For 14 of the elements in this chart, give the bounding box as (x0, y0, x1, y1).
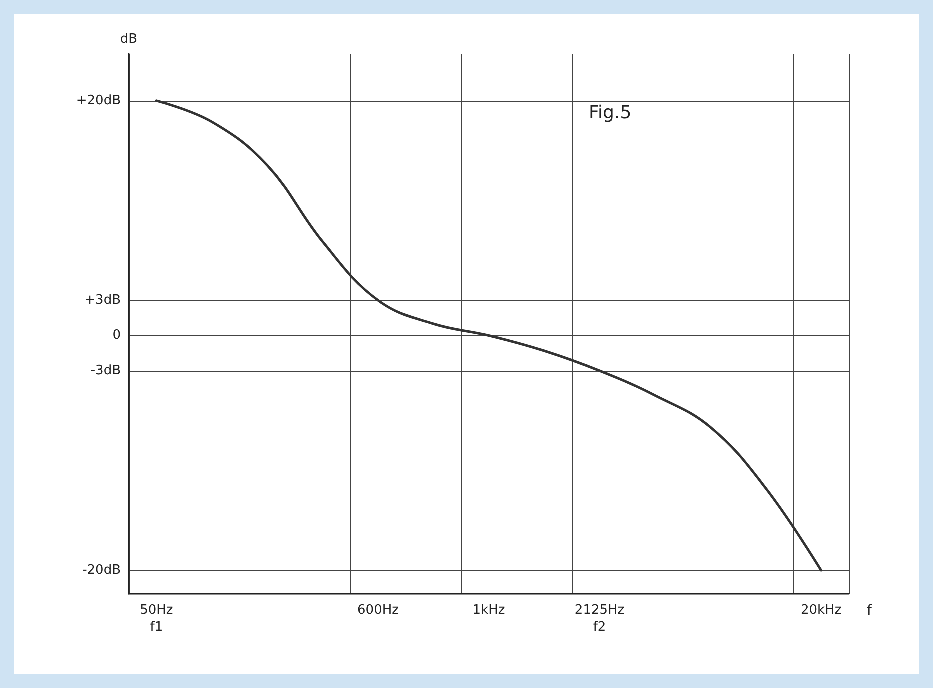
y-tick-label: 0 (112, 328, 121, 344)
y-tick-label: +20dB (76, 93, 121, 108)
x-tick-label: 2125Hz f2 (574, 603, 625, 635)
line-series (155, 100, 823, 572)
text: Fig.5 (589, 102, 632, 124)
x-tick-label: 1kHz (472, 603, 506, 618)
x-tick-label: 600Hz (358, 603, 400, 618)
x-axis-title: f (867, 603, 873, 619)
y-tick-label: +3dB (84, 293, 121, 308)
y-tick-label: -3dB (90, 363, 121, 378)
y-axis-title: dB (120, 32, 138, 47)
x-tick-label: 50Hz f1 (140, 603, 174, 635)
x-tick-label: 20kHz (800, 603, 842, 618)
y-tick-label: -20dB (82, 563, 121, 578)
